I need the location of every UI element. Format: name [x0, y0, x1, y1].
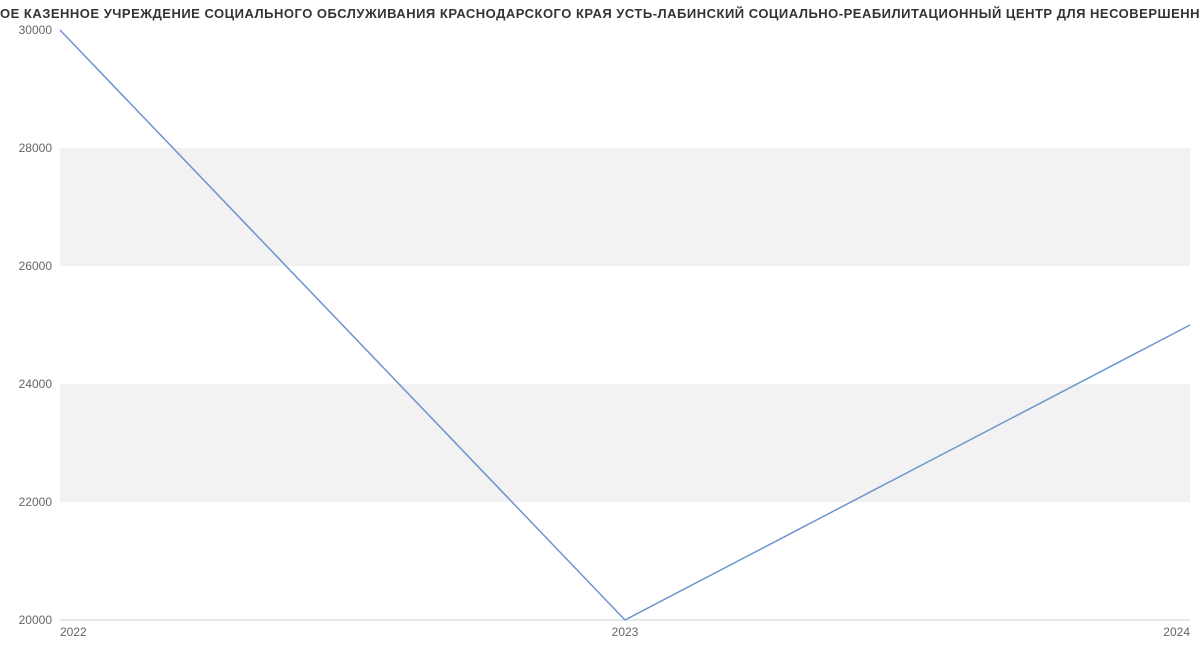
x-tick-label: 2023: [612, 625, 639, 639]
y-tick-label: 20000: [19, 613, 53, 627]
chart-container: 20000 22000 24000 26000 28000 30000 2022 2023 20…: [0, 0, 1200, 650]
y-tick-label: 24000: [19, 377, 53, 391]
y-tick-label: 22000: [19, 495, 53, 509]
line-chart: 20000 22000 24000 26000 28000 30000 2022 2023 20…: [0, 0, 1200, 650]
x-tick-label: 2022: [60, 625, 87, 639]
y-tick-label: 28000: [19, 141, 53, 155]
data-line: [60, 30, 1190, 620]
x-tick-label: 2024: [1163, 625, 1190, 639]
y-tick-label: 26000: [19, 259, 53, 273]
plot-band: [60, 384, 1190, 502]
y-tick-label: 30000: [19, 23, 53, 37]
